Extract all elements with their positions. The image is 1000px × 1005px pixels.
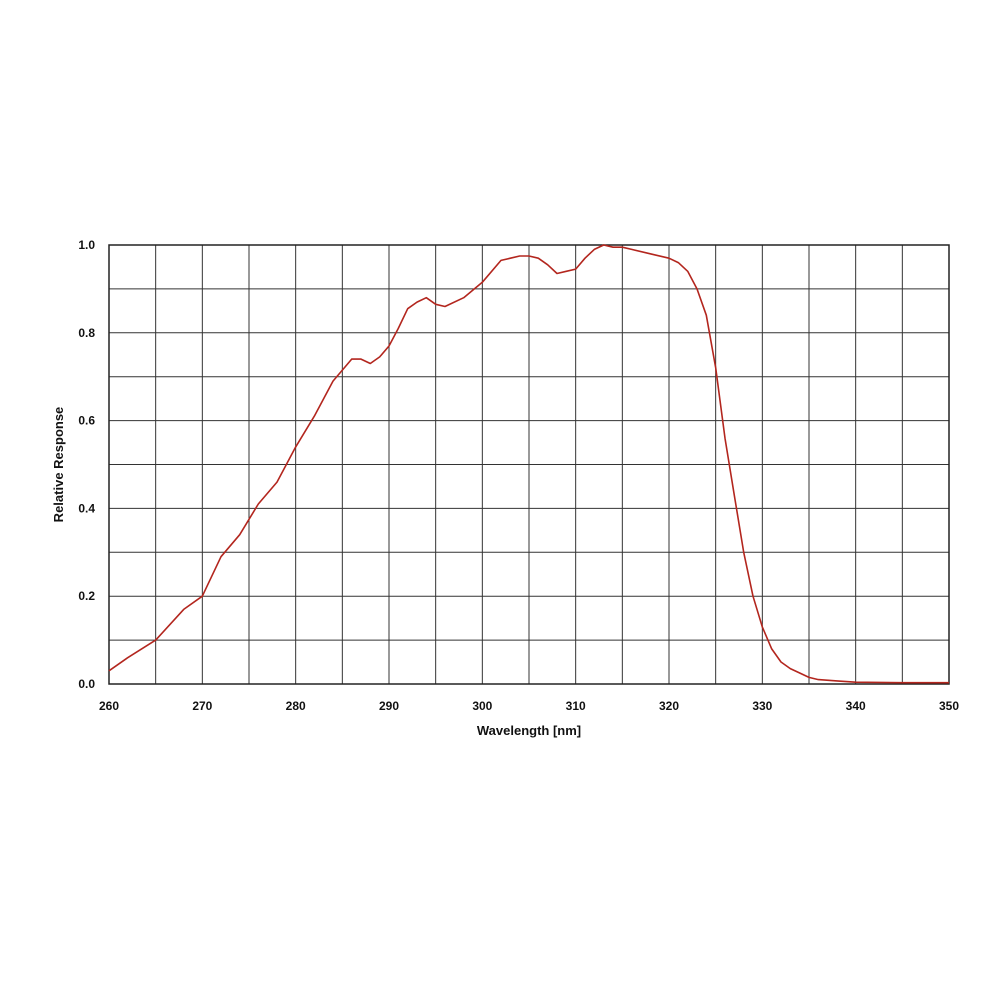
x-tick-label: 320 xyxy=(659,699,679,713)
x-axis-label: Wavelength [nm] xyxy=(477,723,581,738)
y-axis-label: Relative Response xyxy=(51,407,66,523)
x-tick-label: 310 xyxy=(566,699,586,713)
y-axis-ticks: 0.0 0.2 0.4 0.6 0.8 1.0 xyxy=(78,238,95,691)
plot-frame xyxy=(108,244,950,685)
x-tick-label: 260 xyxy=(99,699,119,713)
grid xyxy=(108,244,950,685)
series-line xyxy=(108,244,949,684)
x-tick-label: 280 xyxy=(286,699,306,713)
x-tick-label: 300 xyxy=(472,699,492,713)
x-tick-label: 340 xyxy=(846,699,866,713)
x-tick-label: 350 xyxy=(939,699,959,713)
y-tick-label: 0.6 xyxy=(78,414,95,428)
y-tick-label: 0.0 xyxy=(78,677,95,691)
x-axis-ticks: 260 270 280 290 300 310 320 330 340 350 xyxy=(99,699,959,713)
x-tick-label: 290 xyxy=(379,699,399,713)
y-tick-label: 0.4 xyxy=(78,501,95,515)
y-tick-label: 0.2 xyxy=(78,589,95,603)
y-tick-label: 1.0 xyxy=(78,238,95,252)
y-tick-label: 0.8 xyxy=(78,326,95,340)
x-tick-label: 270 xyxy=(192,699,212,713)
x-tick-label: 330 xyxy=(752,699,772,713)
